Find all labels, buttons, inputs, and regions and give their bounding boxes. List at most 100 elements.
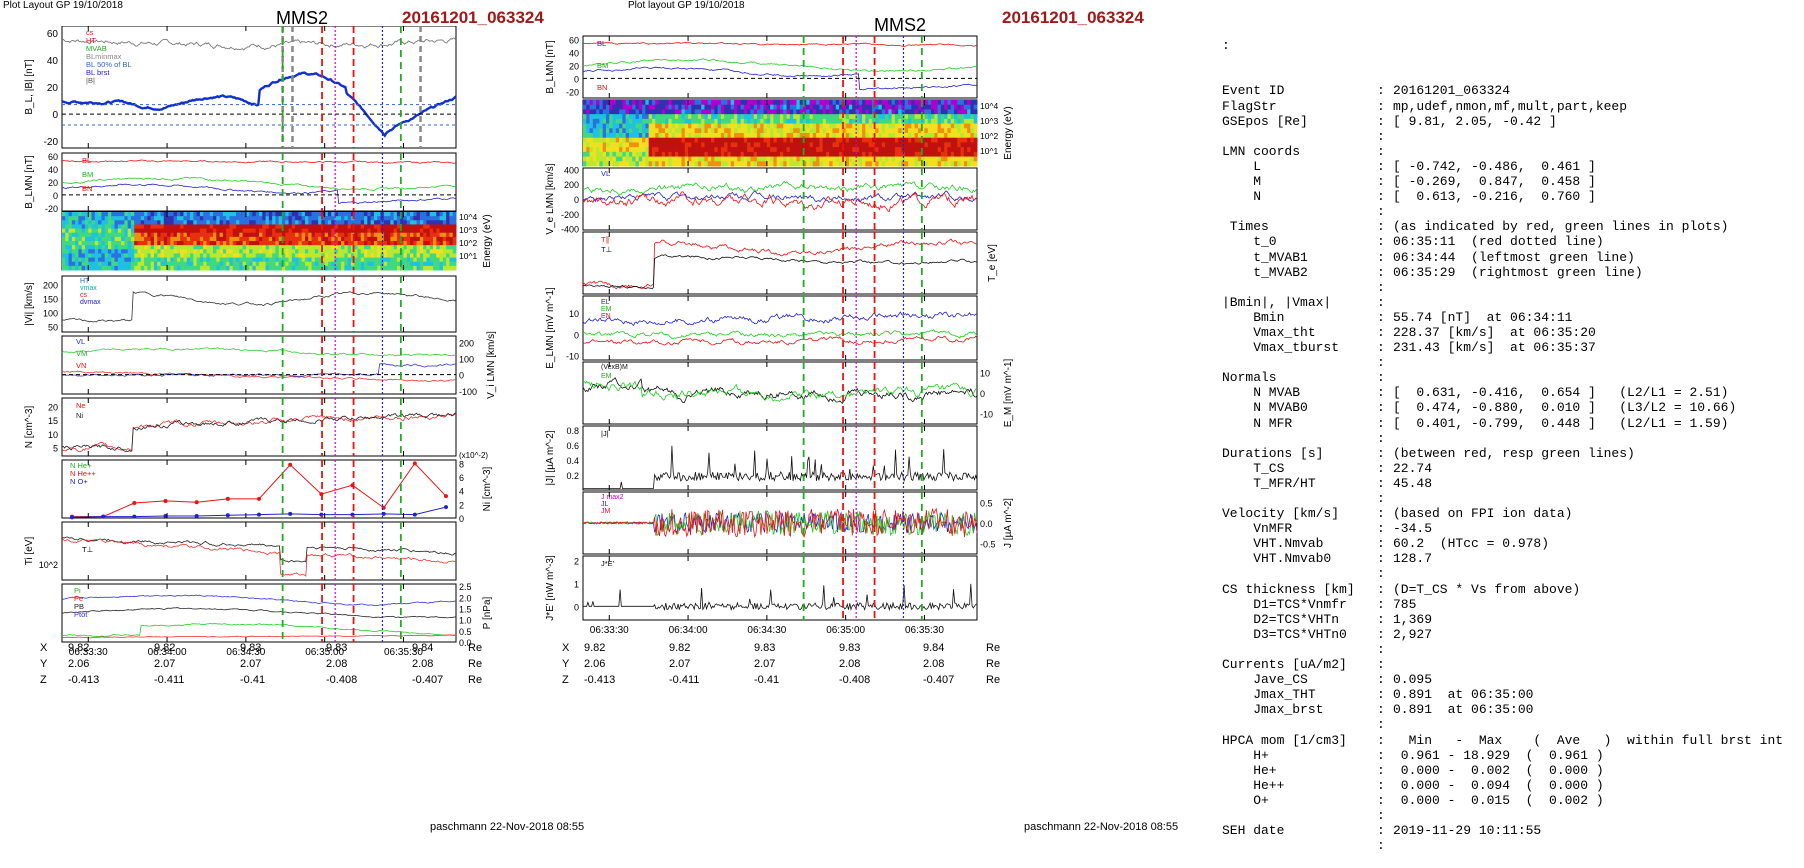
spectrogram-cell — [377, 253, 381, 259]
spectrogram-cell — [760, 128, 765, 134]
spectrogram-cell — [711, 128, 715, 134]
spectrogram-cell — [331, 261, 336, 267]
spectrogram-cell — [406, 249, 411, 254]
spectrogram-cell — [446, 265, 450, 271]
spectrogram-cell — [62, 236, 66, 242]
y-axis-label: P [nPa] — [482, 596, 493, 629]
spectrogram-cell — [117, 249, 122, 254]
y-tick-label: 0 — [980, 389, 985, 399]
spectrogram-cell — [868, 142, 873, 148]
spectrogram-cell — [137, 224, 142, 230]
spectrogram-cell — [940, 161, 945, 167]
summary-row: O+: 0.000 - 0.015 ( 0.002 ) — [1222, 793, 1802, 808]
spectrogram-cell — [783, 147, 788, 153]
spectrogram-cell — [176, 245, 181, 250]
spectrogram-cell — [107, 265, 112, 271]
spectrogram-cell — [911, 118, 916, 125]
spectrogram-cell — [242, 253, 247, 259]
spectrogram-cell — [609, 156, 614, 162]
spectrogram-cell — [393, 212, 398, 217]
spectrogram-cell — [822, 142, 827, 148]
spectrogram-cell — [390, 245, 395, 250]
summary-row: Currents [uA/m2]: — [1222, 657, 1802, 672]
spectrogram-cell — [783, 109, 788, 115]
spectrogram-cell — [222, 236, 227, 242]
spectrogram-cell — [931, 161, 935, 167]
spectrogram-cell — [812, 109, 817, 115]
data-point — [101, 514, 106, 519]
spectrogram-cell — [727, 100, 732, 106]
panel-frame — [61, 335, 457, 395]
spectrogram-cell — [272, 216, 276, 221]
spectrogram-cell — [766, 151, 771, 158]
spectrogram-cell — [252, 265, 257, 271]
spectrogram-cell — [835, 151, 840, 158]
spectrogram-cell — [947, 156, 952, 162]
spectrogram-cell — [147, 265, 152, 271]
spectrogram-cell — [825, 151, 830, 158]
spectrogram-cell — [104, 245, 109, 250]
spectrogram-cell — [625, 100, 630, 106]
summary-colon: : — [1377, 777, 1385, 793]
spectrogram-cell — [324, 212, 329, 217]
spectrogram-cell — [62, 253, 66, 259]
spectrogram-cell — [173, 224, 178, 230]
spectrogram-cell — [724, 100, 728, 106]
spectrogram-cell — [839, 100, 843, 106]
spectrogram-cell — [213, 236, 217, 242]
spectrogram-cell — [717, 128, 722, 134]
spectrogram-cell — [770, 161, 774, 167]
spectrogram-cell — [419, 216, 424, 221]
spectrogram-cell — [898, 147, 902, 153]
spectrogram-cell — [439, 241, 444, 246]
spectrogram-cell — [950, 100, 955, 106]
spectrogram-cell — [111, 249, 116, 254]
spectrogram-cell — [688, 137, 692, 143]
series-Tperp — [61, 536, 457, 563]
coord-value: 9.83 — [839, 642, 861, 654]
spectrogram-cell — [449, 212, 454, 217]
spectrogram-cell — [855, 133, 860, 139]
spectrogram-cell — [921, 100, 925, 106]
spectrogram-cell — [806, 104, 811, 110]
spectrogram-cell — [203, 236, 207, 242]
spectrogram-cell — [868, 151, 873, 158]
summary-row: Normals: — [1222, 370, 1802, 385]
y-axis-label: J [µA m^-2] — [1003, 498, 1014, 548]
spectrogram-cell — [117, 261, 122, 267]
spectrogram-cell — [190, 216, 194, 221]
spectrogram-cell — [107, 228, 112, 234]
spectrogram-cell — [350, 241, 355, 246]
spectrogram-cell — [173, 249, 178, 254]
spectrogram-cell — [734, 100, 738, 106]
spectrogram-cell — [170, 257, 175, 263]
spectrogram-cell — [347, 261, 352, 267]
spectrogram-cell — [167, 261, 171, 267]
spectrogram-cell — [681, 104, 686, 110]
spectrogram-cell — [173, 216, 178, 221]
spectrogram-cell — [419, 257, 424, 263]
spectrogram-cell — [387, 220, 391, 225]
series-VM — [583, 180, 978, 195]
spectrogram-cell — [216, 249, 221, 254]
coord-value: 2.08 — [839, 658, 861, 670]
y-tick-label: 6 — [459, 473, 464, 483]
spectrogram-cell — [619, 133, 623, 139]
spectrogram-cell — [275, 241, 280, 246]
spectrogram-cell — [308, 236, 313, 242]
spectrogram-cell — [871, 161, 876, 167]
spectrogram-cell — [645, 161, 650, 167]
spectrogram-cell — [186, 249, 191, 254]
spectrogram-cell — [160, 253, 165, 259]
spectrogram-cell — [101, 261, 106, 267]
spectrogram-cell — [219, 232, 224, 238]
spectrogram-cell — [114, 249, 119, 254]
spectrogram-cell — [410, 232, 414, 238]
summary-value: 2,927 — [1393, 626, 1433, 642]
spectrogram-cell — [957, 156, 962, 162]
spectrogram-cell — [173, 228, 178, 234]
spectrogram-cell — [865, 114, 870, 120]
spectrogram-cell — [396, 216, 401, 221]
spectrogram-cell — [416, 245, 421, 250]
spectrogram-cell — [878, 137, 883, 143]
